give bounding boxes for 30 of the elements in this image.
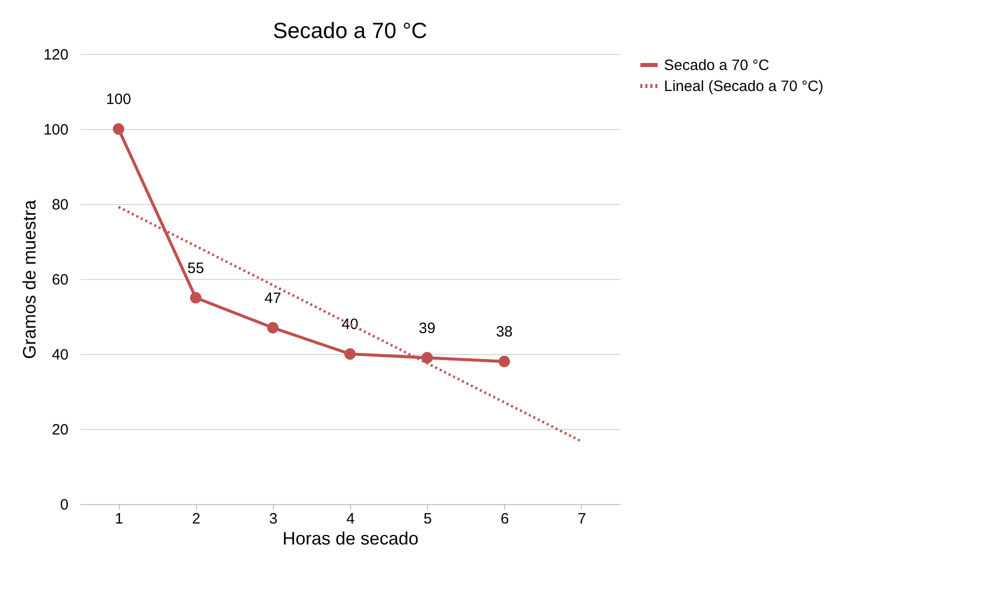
y-tick-label: 100 bbox=[43, 122, 68, 138]
data-label: 47 bbox=[264, 290, 282, 307]
y-tick-label: 120 bbox=[43, 46, 68, 64]
point bbox=[267, 322, 279, 334]
point bbox=[344, 348, 356, 360]
y-tick-label: 20 bbox=[52, 422, 68, 438]
point bbox=[498, 356, 510, 368]
y-axis-title: Gramos de muestra bbox=[19, 198, 40, 360]
x-tick-label: 4 bbox=[346, 510, 355, 528]
x-axis-title: Horas de secado bbox=[282, 528, 419, 548]
legend-label: Lineal (Secado a 70 °C) bbox=[664, 78, 824, 95]
y-tick-label: 60 bbox=[52, 272, 68, 288]
y-tick-label: 0 bbox=[60, 496, 68, 514]
data-label: 55 bbox=[187, 260, 204, 277]
point bbox=[421, 352, 433, 364]
legend-label: Secado a 70 °C bbox=[664, 57, 770, 74]
x-tick-label: 6 bbox=[500, 510, 509, 528]
chart-title: Secado a 70 °C bbox=[272, 18, 428, 43]
y-tick-label: 40 bbox=[52, 346, 68, 364]
x-tick-label: 3 bbox=[269, 510, 278, 528]
point bbox=[112, 123, 124, 135]
x-tick-label: 5 bbox=[423, 510, 432, 528]
x-tick-label: 1 bbox=[114, 510, 124, 528]
data-label: 39 bbox=[418, 320, 436, 337]
x-tick-label: 2 bbox=[192, 510, 200, 528]
x-tick-label: 7 bbox=[578, 510, 586, 528]
point bbox=[190, 292, 202, 304]
y-tick-label: 80 bbox=[52, 196, 68, 214]
data-label: 38 bbox=[496, 324, 513, 340]
data-label: 100 bbox=[106, 91, 132, 108]
